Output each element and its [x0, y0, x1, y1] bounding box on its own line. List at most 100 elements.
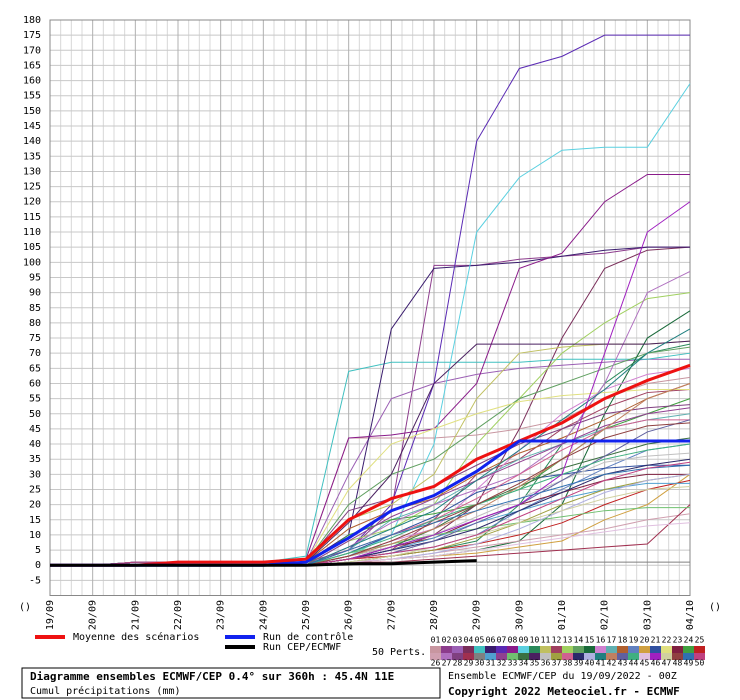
x-tick-label: 27/09 [386, 600, 397, 630]
legend-label: 14 [574, 636, 584, 645]
legend-label: 18 [618, 636, 628, 645]
y-tick-label: 120 [23, 197, 41, 208]
legend-label: 33 [508, 659, 518, 668]
legend-swatch [639, 646, 650, 653]
x-tick-label: 03/10 [642, 600, 653, 630]
legend-swatch [672, 653, 683, 660]
legend-label: 01 [431, 636, 441, 645]
y-tick-label: 170 [23, 45, 41, 56]
legend-swatch [617, 653, 628, 660]
y-tick-label: 60 [29, 378, 41, 389]
y-tick-label: 75 [29, 333, 41, 344]
y-tick-label: 55 [29, 394, 41, 405]
legend-label: 26 [431, 659, 441, 668]
axis-marker: () [19, 602, 31, 613]
legend-swatch [485, 646, 496, 653]
legend-label: 37 [552, 659, 562, 668]
legend-label: 16 [596, 636, 606, 645]
legend-swatch [683, 653, 694, 660]
legend-label: 20 [640, 636, 650, 645]
legend-swatch [562, 646, 573, 653]
legend-swatch [463, 653, 474, 660]
legend-label: 29 [464, 659, 474, 668]
legend-label: 27 [442, 659, 452, 668]
legend-label: 08 [508, 636, 518, 645]
legend-swatch [694, 646, 705, 653]
y-tick-label: 40 [29, 439, 41, 450]
legend-swatch [617, 646, 628, 653]
legend-label: 13 [563, 636, 573, 645]
x-tick-label: 25/09 [301, 600, 312, 630]
legend-label: 17 [607, 636, 617, 645]
legend-label: 23 [673, 636, 683, 645]
y-tick-label: 165 [23, 60, 41, 71]
legend-label: 34 [519, 659, 529, 668]
legend-label: 36 [541, 659, 551, 668]
legend-swatch [661, 653, 672, 660]
y-tick-label: 160 [23, 76, 41, 87]
y-tick-label: 85 [29, 303, 41, 314]
legend-label: 38 [563, 659, 573, 668]
legend-swatch [507, 653, 518, 660]
legend-label: Run de contrôle [263, 631, 353, 643]
y-tick-label: 130 [23, 166, 41, 177]
x-tick-label: 19/09 [45, 600, 56, 630]
legend-swatch [650, 653, 661, 660]
legend-label: 47 [662, 659, 672, 668]
legend-label: 11 [541, 636, 551, 645]
legend-swatch [463, 646, 474, 653]
legend-swatch [529, 646, 540, 653]
legend-label: 44 [629, 659, 639, 668]
legend-label: 10 [530, 636, 540, 645]
series-line [50, 363, 691, 567]
legend-label: 21 [651, 636, 661, 645]
y-tick-label: 5 [35, 545, 41, 556]
y-tick-label: 15 [29, 515, 41, 526]
y-tick-label: 65 [29, 363, 41, 374]
legend-label: 39 [574, 659, 584, 668]
y-tick-label: 80 [29, 318, 41, 329]
legend-label: 41 [596, 659, 606, 668]
legend-label: 43 [618, 659, 628, 668]
legend-swatch [430, 646, 441, 653]
legend-swatch [606, 646, 617, 653]
legend-swatch [518, 653, 529, 660]
y-tick-label: 135 [23, 151, 41, 162]
y-tick-label: 100 [23, 257, 41, 268]
legend-label: 49 [684, 659, 694, 668]
y-tick-label: 70 [29, 348, 41, 359]
legend-swatch [573, 653, 584, 660]
x-tick-label: 01/10 [557, 600, 568, 630]
legend-label: 19 [629, 636, 639, 645]
legend-swatch [540, 653, 551, 660]
legend-label: 25 [695, 636, 705, 645]
legend-label: Run CEP/ECMWF [263, 642, 341, 653]
y-tick-label: 145 [23, 121, 41, 132]
legend-label: 48 [673, 659, 683, 668]
legend-swatch [584, 646, 595, 653]
series-line [50, 559, 477, 567]
y-tick-label: 175 [23, 30, 41, 41]
legend-label: 40 [585, 659, 595, 668]
legend-swatch [485, 653, 496, 660]
legend-swatch [474, 653, 485, 660]
legend-swatch [551, 653, 562, 660]
x-tick-label: 24/09 [258, 600, 269, 630]
legend-swatch [452, 646, 463, 653]
legend-label: 09 [519, 636, 529, 645]
legend-swatch [694, 653, 705, 660]
legend-label: 02 [442, 636, 452, 645]
x-tick-label: 02/10 [600, 600, 611, 630]
x-tick-label: 23/09 [216, 600, 227, 630]
legend-label: 31 [486, 659, 496, 668]
legend-label: 15 [585, 636, 595, 645]
x-tick-label: 28/09 [429, 600, 440, 630]
legend-swatch [496, 646, 507, 653]
x-tick-label: 21/09 [130, 600, 141, 630]
legend-label: Moyenne des scénarios [73, 631, 199, 643]
y-tick-label: 95 [29, 272, 41, 283]
legend-label: 50 [695, 659, 705, 668]
legend-label: 45 [640, 659, 650, 668]
y-tick-label: 155 [23, 91, 41, 102]
